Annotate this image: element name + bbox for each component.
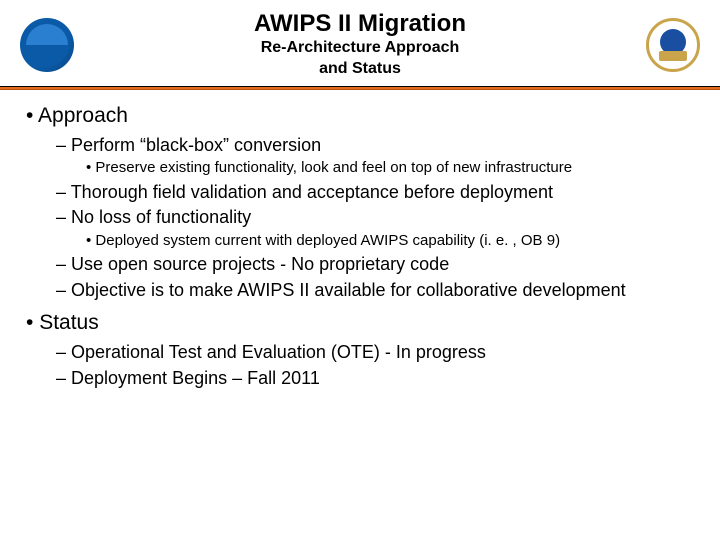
list-item: Objective is to make AWIPS II available … <box>56 279 694 302</box>
list-item-label: Objective is to make AWIPS II available … <box>71 280 626 300</box>
commerce-seal-icon <box>646 18 700 72</box>
list-item: No loss of functionality Deployed system… <box>56 206 694 250</box>
list-item-label: Operational Test and Evaluation (OTE) - … <box>71 342 486 362</box>
outline-dot-list: Preserve existing functionality, look an… <box>86 158 694 178</box>
list-item: Deployment Begins – Fall 2011 <box>56 367 694 390</box>
header-divider <box>0 86 720 90</box>
slide-header: AWIPS II Migration Re-Architecture Appro… <box>0 0 720 86</box>
list-item: Thorough field validation and acceptance… <box>56 181 694 204</box>
slide-subtitle-2: and Status <box>74 59 646 80</box>
outline-dash-list: Operational Test and Evaluation (OTE) - … <box>56 341 694 389</box>
list-item: Approach Perform “black-box” conversion … <box>26 104 694 302</box>
header-titles: AWIPS II Migration Re-Architecture Appro… <box>74 10 646 80</box>
list-item-label: Perform “black-box” conversion <box>71 135 321 155</box>
slide-title: AWIPS II Migration <box>74 10 646 38</box>
list-item: Preserve existing functionality, look an… <box>86 158 694 178</box>
list-item-label: No loss of functionality <box>71 207 251 227</box>
list-item-label: Preserve existing functionality, look an… <box>95 159 572 176</box>
outline-dot-list: Deployed system current with deployed AW… <box>86 231 694 251</box>
list-item: Deployed system current with deployed AW… <box>86 231 694 251</box>
list-item-label: Deployed system current with deployed AW… <box>95 232 560 249</box>
noaa-logo-icon <box>20 18 74 72</box>
list-item: Use open source projects - No proprietar… <box>56 253 694 276</box>
list-item-label: Deployment Begins – Fall 2011 <box>71 368 320 388</box>
list-item: Operational Test and Evaluation (OTE) - … <box>56 341 694 364</box>
slide-body: Approach Perform “black-box” conversion … <box>0 104 720 390</box>
list-item-label: Use open source projects - No proprietar… <box>71 254 449 274</box>
list-item-label: Status <box>26 311 99 334</box>
list-item-label: Approach <box>26 104 128 127</box>
outline-top-list: Approach Perform “black-box” conversion … <box>26 104 694 390</box>
slide-subtitle-1: Re-Architecture Approach <box>74 38 646 59</box>
list-item: Perform “black-box” conversion Preserve … <box>56 134 694 178</box>
outline-dash-list: Perform “black-box” conversion Preserve … <box>56 134 694 302</box>
list-item: Status Operational Test and Evaluation (… <box>26 311 694 389</box>
list-item-label: Thorough field validation and acceptance… <box>71 182 553 202</box>
